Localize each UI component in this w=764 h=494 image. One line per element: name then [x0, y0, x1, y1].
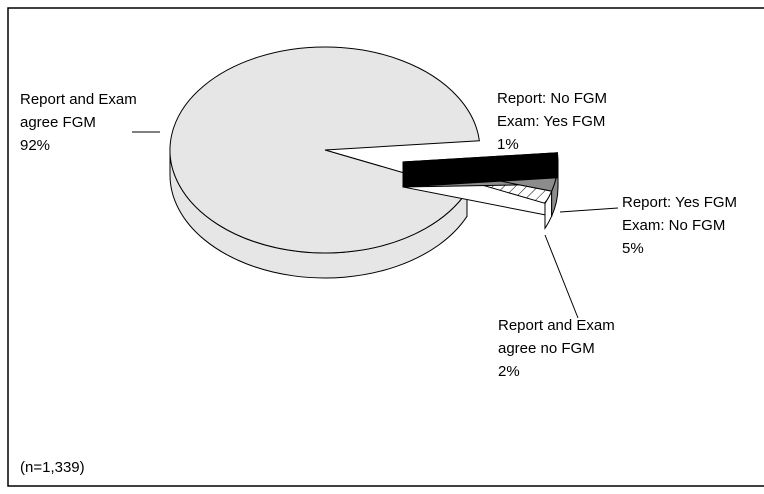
slice-label: agree FGM — [20, 114, 96, 131]
slice — [169, 46, 480, 279]
slice-label: agree no FGM — [498, 340, 595, 357]
slice-label: Report and Exam — [498, 317, 615, 334]
slice — [402, 152, 559, 188]
note: (n=1,339) — [20, 459, 85, 476]
frame — [7, 7, 764, 487]
leader-line — [544, 234, 579, 319]
value-label: 92% — [20, 137, 50, 154]
slice-label: Exam: No FGM — [622, 217, 725, 234]
slice-part — [402, 152, 559, 163]
value-label: 5% — [622, 240, 644, 257]
slice-label: Report and Exam — [20, 91, 137, 108]
value-label: 1% — [497, 136, 519, 153]
slice-label: Report: Yes FGM — [622, 194, 737, 211]
slice-label: Exam: Yes FGM — [497, 113, 605, 130]
leader-line — [559, 207, 619, 213]
value-label: 2% — [498, 363, 520, 380]
slice-part — [169, 46, 480, 254]
slice-label: Report: No FGM — [497, 90, 607, 107]
